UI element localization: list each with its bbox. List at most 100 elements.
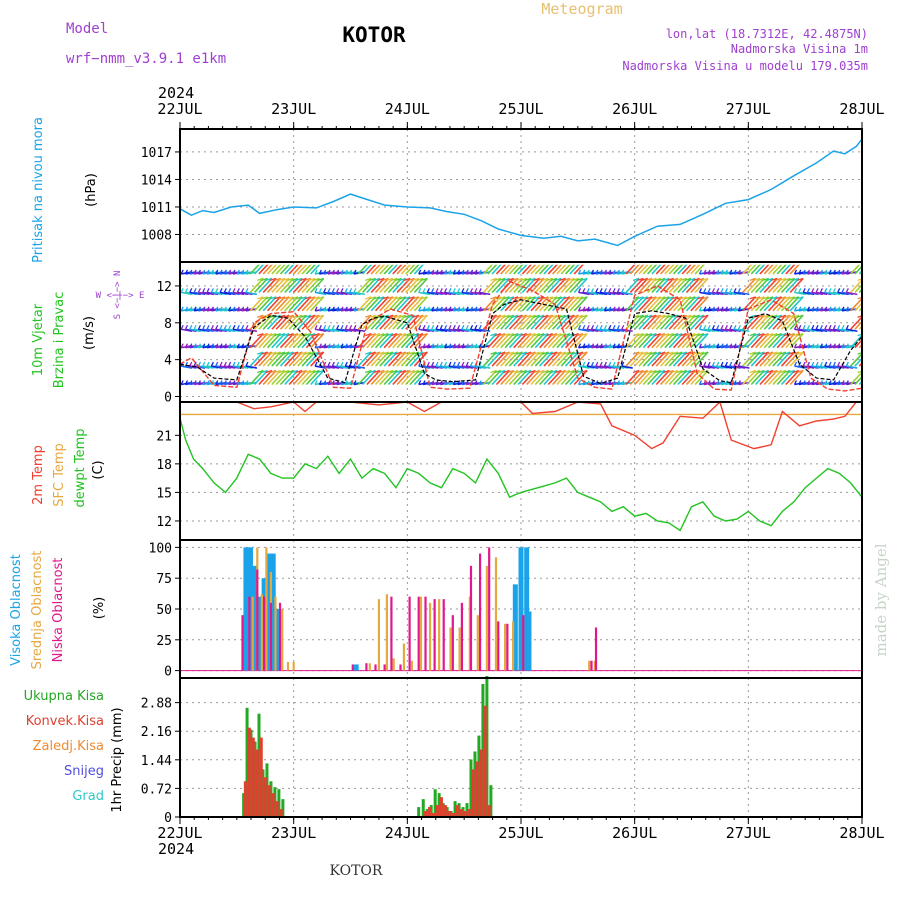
wind-barb-flag (282, 277, 290, 282)
wind-barb-flag (377, 314, 385, 318)
wind-barb-tick (703, 343, 707, 348)
wind-barb (409, 333, 424, 349)
wind-barb-tick (802, 269, 806, 275)
wind-barb-tick (228, 306, 232, 312)
wind-barb-flag (546, 277, 553, 282)
wind-barb (763, 264, 774, 275)
wind-barb-tick (349, 324, 353, 330)
wind-barb (759, 351, 774, 367)
pressure-line (179, 138, 863, 247)
wind-barb-tick (733, 306, 737, 312)
wind-barb (780, 277, 796, 293)
wind-barb (534, 277, 549, 293)
wind-barb-tick (189, 343, 193, 348)
wind-barb (383, 277, 398, 293)
wind-barb (772, 351, 787, 367)
wind-barb (685, 351, 701, 367)
wind-barb (487, 369, 502, 386)
wind-barb (413, 264, 425, 275)
wind-barb-tick (448, 288, 452, 293)
wind-barb-flag (572, 277, 579, 282)
wind-barb-tick (448, 361, 452, 367)
wind-barb-tick (202, 324, 206, 330)
wind-barb-flag (313, 277, 320, 282)
wind-barb (266, 296, 282, 312)
wind-barb (508, 296, 523, 312)
wind-barb-tick (793, 361, 798, 367)
wind-barb (357, 264, 368, 275)
wind-barb (370, 264, 381, 275)
wind-barb-flag (796, 369, 804, 374)
wind-barb-tick (478, 306, 482, 312)
wind-barb (690, 277, 705, 293)
wind-barb-tick (435, 324, 439, 330)
wind-barb-tick (590, 269, 595, 275)
wind-barb-flag (654, 351, 661, 355)
wind-barb (249, 264, 260, 275)
wind-barb-flag (524, 369, 532, 374)
wind-barb-flag (658, 296, 666, 300)
wind-barb (279, 333, 295, 349)
wind-barb-tick (698, 324, 703, 330)
wind-barb (629, 296, 644, 312)
wind-barb-tick (711, 343, 715, 348)
wind-barb (530, 333, 545, 349)
wind-barb-flag (287, 277, 294, 282)
wind-barb-flag (274, 369, 281, 374)
cloud-bar (377, 599, 381, 671)
wind-barb (685, 264, 697, 275)
wind-barb-tick (798, 343, 802, 348)
wind-barb-flag (421, 277, 428, 282)
wind-barb-flag (632, 369, 640, 374)
cloud-bar (286, 661, 290, 671)
wind-barb-flag (563, 351, 571, 355)
wind-barb (297, 369, 312, 386)
wind-barb-flag (576, 351, 584, 355)
wind-barb-flag (257, 314, 264, 318)
wind-barb (530, 277, 545, 293)
wind-barb-tick (327, 269, 331, 275)
wind-barb-flag (412, 277, 419, 282)
wind-barb-flag (529, 296, 536, 300)
wind-barb (755, 369, 770, 386)
wind-barb (677, 277, 692, 293)
wind-barb-flag (688, 314, 696, 318)
wind-barb-tick (478, 343, 482, 348)
wind-barb-tick (586, 343, 590, 348)
wind-barb-tick (353, 324, 357, 330)
sfc-temp-label: SFC Temp (52, 443, 67, 507)
wind-barb-flag (403, 277, 411, 282)
wind-barb-tick (431, 306, 435, 312)
wind-barb (668, 333, 683, 349)
wind-barb-tick (245, 306, 249, 312)
wind-barb (767, 351, 783, 367)
wind-barb-flag (524, 333, 532, 337)
wind-barb-tick (184, 288, 189, 293)
wind-barb-flag (792, 369, 800, 374)
cloud-bar (428, 602, 432, 671)
wind-barb-flag (308, 296, 316, 300)
wind-barb (275, 369, 290, 386)
wind-barb-tick (353, 288, 357, 293)
wind-barb-tick (197, 269, 201, 275)
wind-barb (353, 328, 366, 333)
wind-barb-flag (386, 277, 394, 282)
wind-barb-flag (693, 296, 700, 300)
wind-barb (634, 296, 649, 312)
y-tick-label: 0 (164, 811, 172, 826)
low-cloud-label: Niska Oblacnost (51, 558, 66, 663)
wind-barb-tick (837, 288, 841, 293)
wind-barb-flag (421, 314, 428, 318)
wind-barb-flag (498, 369, 506, 374)
wind-barb (659, 333, 675, 349)
y-tick-label: 75 (156, 572, 172, 587)
cloud-bar (275, 609, 281, 671)
wind-barb (513, 351, 528, 367)
wind-barb-tick (828, 361, 832, 367)
wind-barb-tick (724, 343, 728, 348)
wind-barb-flag (421, 296, 428, 300)
wind-barb-tick (327, 380, 331, 385)
wind-barb-flag (688, 333, 696, 337)
wind-barb (647, 333, 662, 349)
wind-barb (530, 264, 541, 275)
